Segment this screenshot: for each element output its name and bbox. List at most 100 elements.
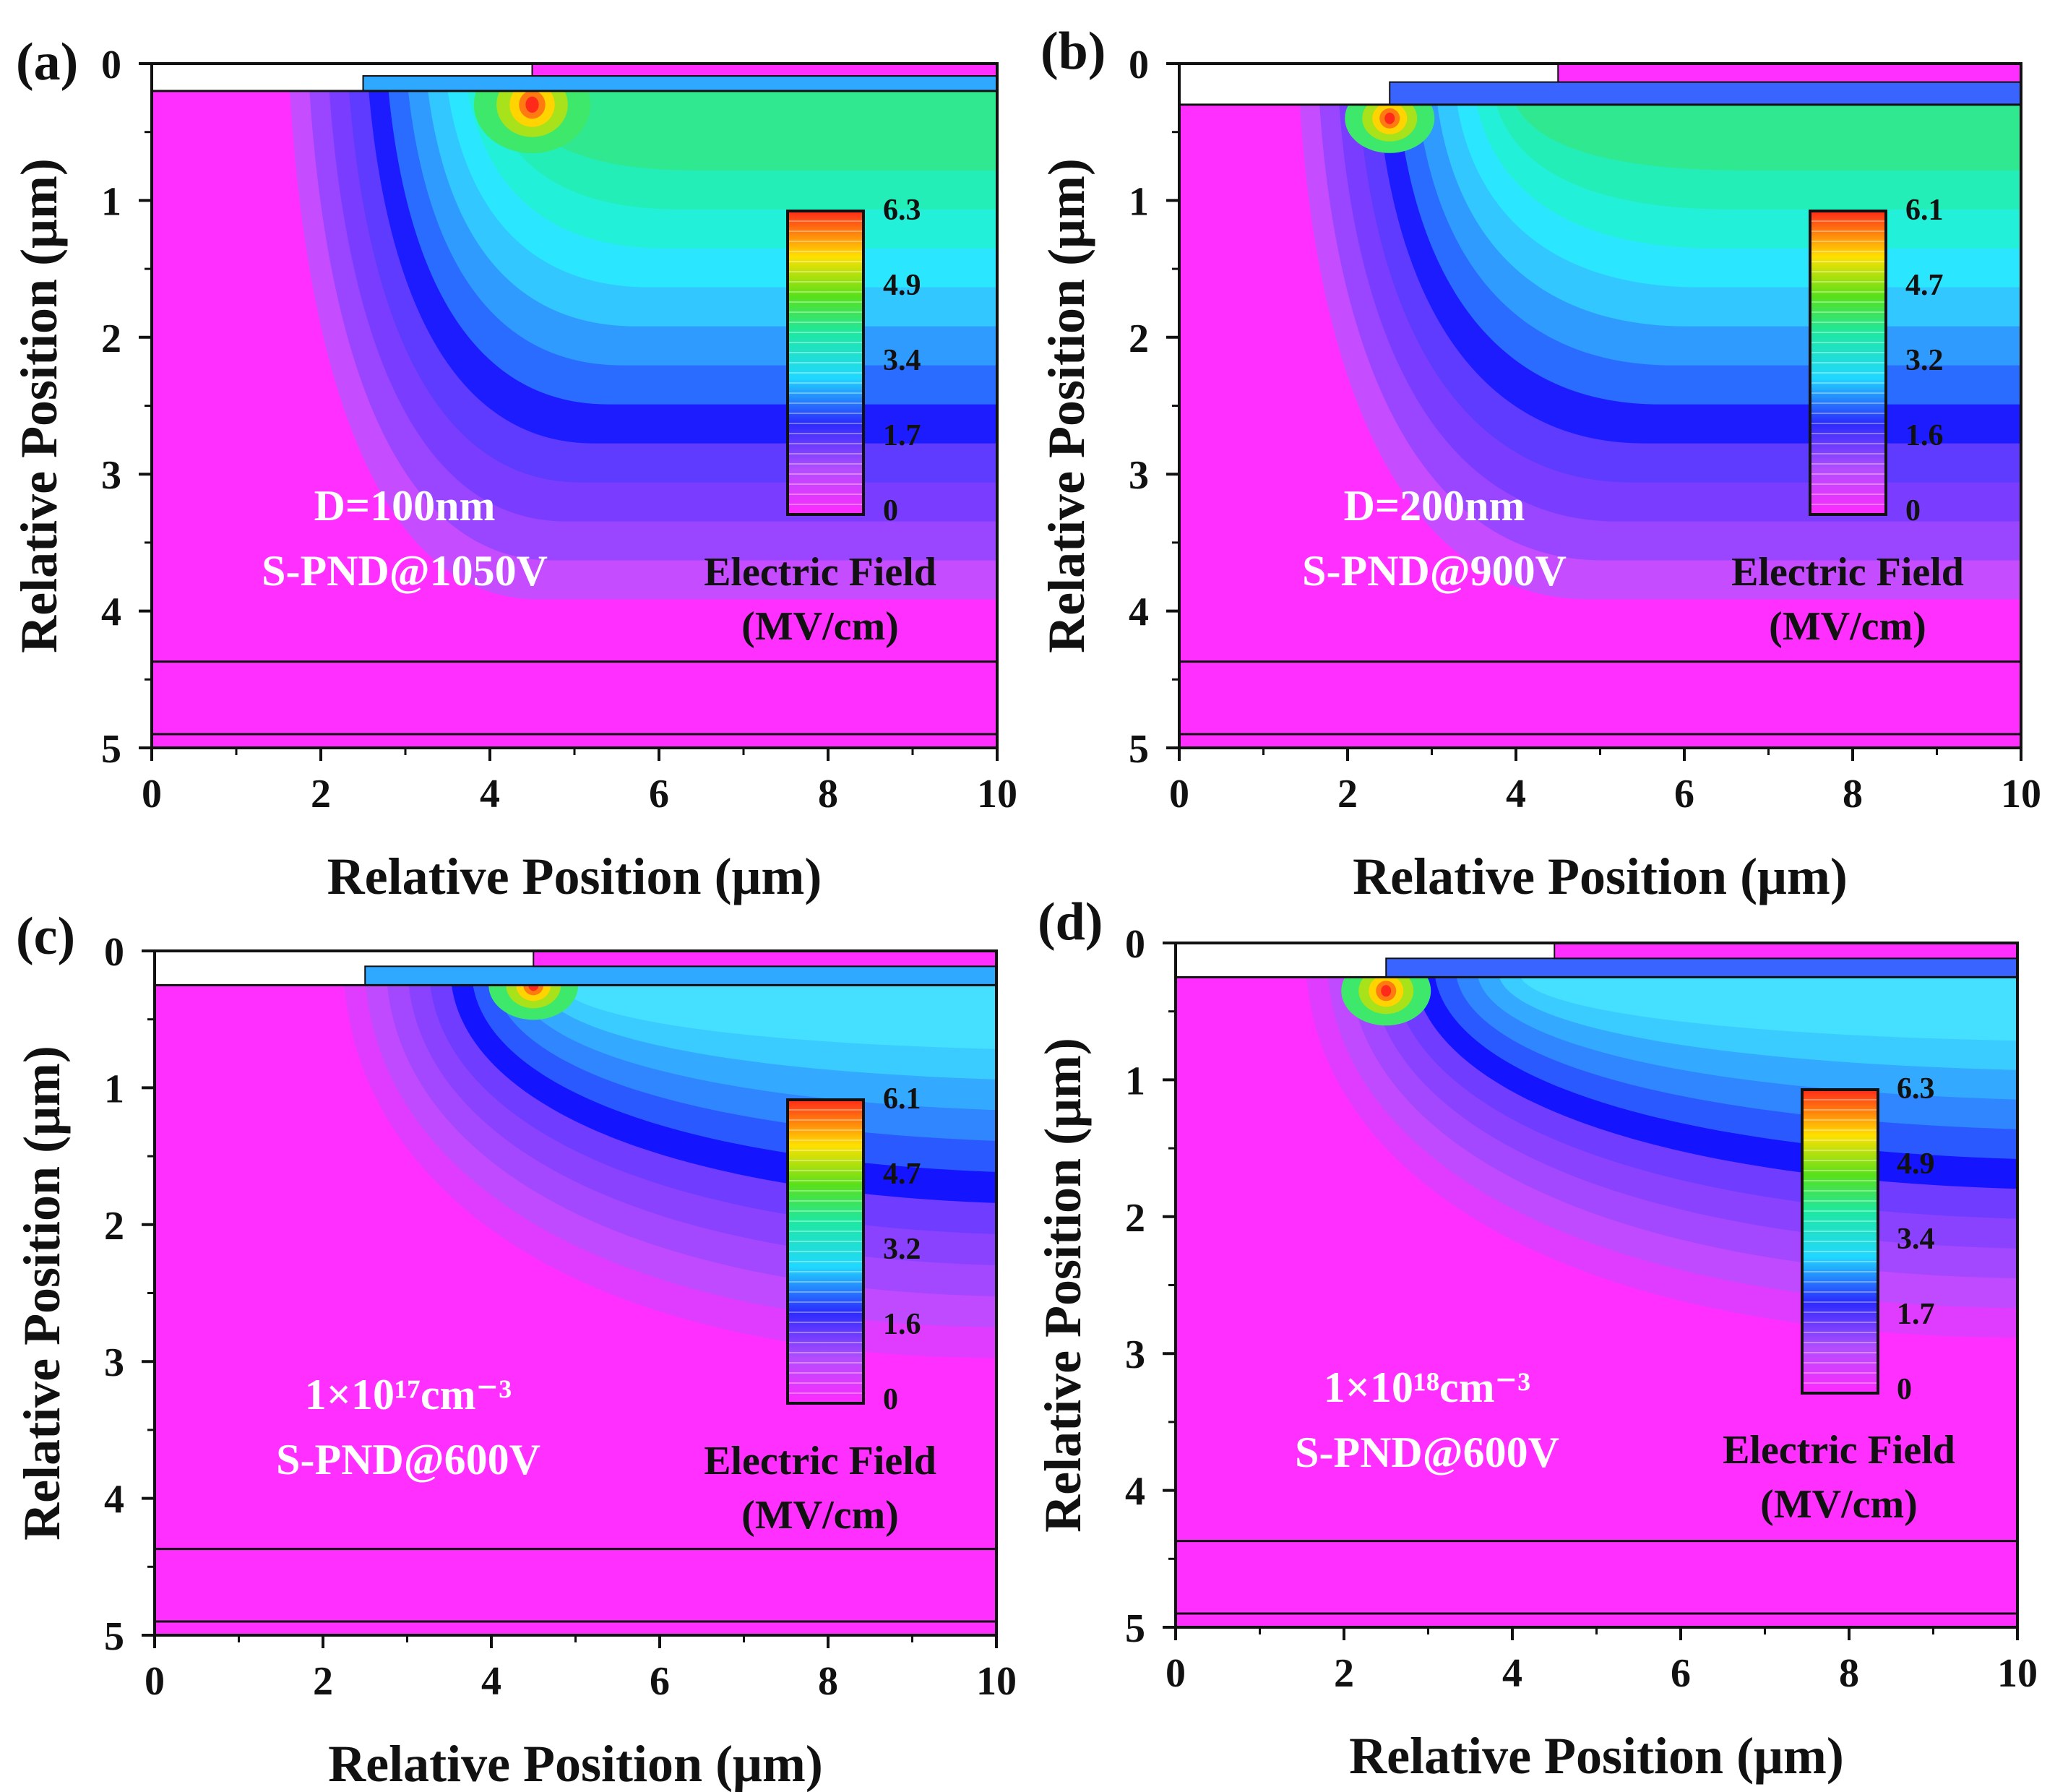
y-tick-label: 3 <box>101 453 121 498</box>
colorbar-gradient <box>1809 210 1887 516</box>
y-tick-label: 3 <box>104 1340 124 1385</box>
colorbar-tick-label: 1.6 <box>883 1308 921 1341</box>
x-tick-label: 6 <box>1671 1651 1691 1696</box>
y-tick-label: 5 <box>1129 727 1149 772</box>
field-plate-layer <box>362 75 997 92</box>
colorbar-unit: (MV/cm) <box>1760 1482 1918 1527</box>
annotation-line-1: D=100nm <box>314 482 496 530</box>
colorbar-unit: (MV/cm) <box>1769 604 1926 649</box>
y-tick-label: 3 <box>1125 1332 1145 1377</box>
peak-field-hotspot <box>1384 112 1395 124</box>
panel-label: (d) <box>1038 892 1103 952</box>
colorbar-tick-label: 3.4 <box>883 344 921 377</box>
x-tick-label: 10 <box>2001 772 2041 817</box>
colorbar-title: Electric Field <box>1723 1428 1955 1473</box>
colorbar: 6.1 4.7 3.2 1.6 0 Electric Field (MV/cm) <box>1731 194 1964 649</box>
y-tick-label: 2 <box>104 1204 124 1249</box>
y-tick-label: 5 <box>104 1614 124 1659</box>
colorbar-gradient <box>786 1098 865 1405</box>
x-tick-label: 0 <box>145 1659 165 1704</box>
field-plate-layer <box>364 965 996 986</box>
y-tick-label: 2 <box>1129 316 1149 361</box>
peak-field-hotspot <box>1381 985 1392 997</box>
top-metal-layer <box>1557 64 2021 83</box>
y-tick-label: 0 <box>101 43 121 87</box>
annotation-line-2: S-PND@900V <box>1302 547 1567 595</box>
panel-d: 0 2 4 6 8 10 0 1 2 3 4 5 Relative Position (μm) Relat… <box>1034 892 2038 1785</box>
y-tick-label: 4 <box>1125 1470 1145 1515</box>
colorbar-tick-label: 6.3 <box>883 194 921 227</box>
colorbar-tick-label: 6.1 <box>1905 194 1944 227</box>
annotation-line-1: D=200nm <box>1344 482 1525 530</box>
colorbar: 6.3 4.9 3.4 1.7 0 Electric Field (MV/cm) <box>704 194 936 649</box>
annotation-line-1: 1×10¹⁸cm⁻³ <box>1324 1364 1530 1411</box>
panel-label: (c) <box>16 907 75 966</box>
field-map <box>1176 943 2017 1627</box>
colorbar-tick-label: 6.3 <box>1897 1072 1935 1106</box>
field-map <box>155 951 996 1635</box>
y-axis-title: Relative Position (μm) <box>10 158 68 653</box>
y-axis-title: Relative Position (μm) <box>13 1046 71 1541</box>
panel-c: 0 2 4 6 8 10 0 1 2 3 4 5 Relative Position (μm) Relat… <box>13 907 1017 1792</box>
y-tick-label: 0 <box>1125 922 1145 967</box>
panel-a: 0 2 4 6 8 10 0 1 2 3 4 5 Relative Position (μm) Relat… <box>10 33 1017 905</box>
top-metal-layer <box>531 64 997 77</box>
annotation-line-1: 1×10¹⁷cm⁻³ <box>305 1371 512 1418</box>
field-plate-layer <box>1385 957 2017 978</box>
panel-b: 0 2 4 6 8 10 0 1 2 3 4 5 Relative Position (μm) Relat… <box>1038 22 2041 905</box>
colorbar-tick-label: 0 <box>1897 1373 1912 1406</box>
colorbar-gradient <box>786 210 865 516</box>
x-tick-label: 2 <box>311 772 331 817</box>
x-tick-label: 8 <box>1843 772 1863 817</box>
x-axis-title: Relative Position (μm) <box>328 1735 823 1792</box>
x-tick-label: 0 <box>1169 772 1189 817</box>
x-tick-label: 6 <box>650 1659 670 1704</box>
x-tick-label: 6 <box>1674 772 1694 817</box>
y-tick-label: 5 <box>101 727 121 772</box>
x-tick-label: 0 <box>142 772 162 817</box>
annotation-line-2: S-PND@600V <box>1295 1429 1559 1476</box>
x-tick-label: 10 <box>977 772 1017 817</box>
colorbar-title: Electric Field <box>704 550 936 595</box>
x-tick-label: 10 <box>976 1659 1017 1704</box>
peak-field-hotspot <box>525 96 539 113</box>
y-axis-title: Relative Position (μm) <box>1038 158 1095 653</box>
x-tick-label: 8 <box>818 1659 838 1704</box>
colorbar-tick-label: 0 <box>883 1383 898 1416</box>
colorbar-gradient <box>1801 1088 1879 1395</box>
x-tick-label: 6 <box>649 772 669 817</box>
field-plate-layer <box>1389 81 2021 105</box>
y-tick-label: 1 <box>1125 1059 1145 1103</box>
colorbar-tick-label: 0 <box>1905 494 1921 527</box>
y-tick-label: 3 <box>1129 453 1149 498</box>
colorbar: 6.1 4.7 3.2 1.6 0 Electric Field (MV/cm) <box>704 1082 936 1538</box>
colorbar-tick-label: 1.7 <box>883 419 921 452</box>
y-axis-title: Relative Position (μm) <box>1034 1038 1092 1533</box>
x-axis-title: Relative Position (μm) <box>1349 1727 1844 1785</box>
colorbar-tick-label: 3.2 <box>883 1233 921 1266</box>
colorbar-unit: (MV/cm) <box>741 604 899 649</box>
colorbar-tick-label: 4.7 <box>1905 269 1944 302</box>
x-tick-label: 8 <box>1839 1651 1859 1696</box>
x-tick-label: 4 <box>480 772 500 817</box>
y-tick-label: 4 <box>101 590 121 635</box>
colorbar: 6.3 4.9 3.4 1.7 0 Electric Field (MV/cm) <box>1723 1072 1955 1527</box>
colorbar-tick-label: 4.7 <box>883 1158 921 1191</box>
x-tick-label: 10 <box>1997 1651 2038 1696</box>
x-tick-label: 2 <box>313 1659 333 1704</box>
y-tick-label: 4 <box>104 1478 124 1522</box>
colorbar-tick-label: 1.7 <box>1897 1298 1935 1331</box>
panel-label: (b) <box>1041 22 1106 81</box>
x-tick-label: 0 <box>1166 1651 1186 1696</box>
colorbar-tick-label: 4.9 <box>1897 1147 1935 1181</box>
x-tick-label: 4 <box>481 1659 501 1704</box>
x-tick-label: 4 <box>1502 1651 1522 1696</box>
colorbar-tick-label: 1.6 <box>1905 419 1944 452</box>
colorbar-tick-label: 3.4 <box>1897 1223 1935 1256</box>
x-tick-label: 8 <box>818 772 838 817</box>
x-tick-label: 4 <box>1506 772 1526 817</box>
y-tick-label: 1 <box>101 179 121 224</box>
x-tick-label: 2 <box>1334 1651 1354 1696</box>
panel-label: (a) <box>16 33 78 92</box>
